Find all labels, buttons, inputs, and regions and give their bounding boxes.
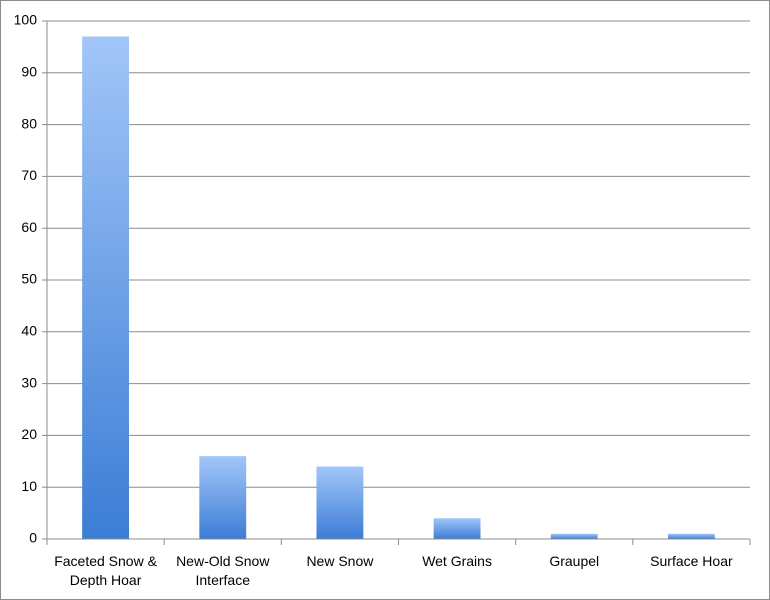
bar bbox=[316, 466, 364, 539]
y-tick-label: 40 bbox=[21, 323, 37, 339]
x-tick-label: Faceted Snow & Depth Hoar bbox=[54, 553, 157, 588]
y-tick-label: 60 bbox=[21, 219, 37, 235]
bar bbox=[667, 533, 715, 539]
bar bbox=[550, 533, 598, 539]
y-tick-label: 100 bbox=[14, 12, 38, 28]
y-tick-label: 80 bbox=[21, 115, 37, 131]
y-tick-label: 50 bbox=[21, 271, 37, 287]
bar bbox=[82, 36, 130, 539]
y-tick-label: 70 bbox=[21, 167, 37, 183]
bar bbox=[433, 518, 481, 539]
x-tick-label: Wet Grains bbox=[422, 553, 492, 569]
y-tick-label: 10 bbox=[21, 478, 37, 494]
bar bbox=[199, 456, 247, 539]
y-tick-label: 0 bbox=[29, 530, 37, 546]
x-tick-label: New Snow bbox=[306, 553, 374, 569]
x-tick-label: Graupel bbox=[549, 553, 600, 569]
y-tick-label: 20 bbox=[21, 426, 37, 442]
x-tick-label: Surface Hoar bbox=[650, 553, 733, 569]
x-tick-label: New-Old Snow Interface bbox=[176, 553, 270, 588]
y-tick-label: 90 bbox=[21, 64, 37, 80]
y-tick-label: 30 bbox=[21, 374, 37, 390]
